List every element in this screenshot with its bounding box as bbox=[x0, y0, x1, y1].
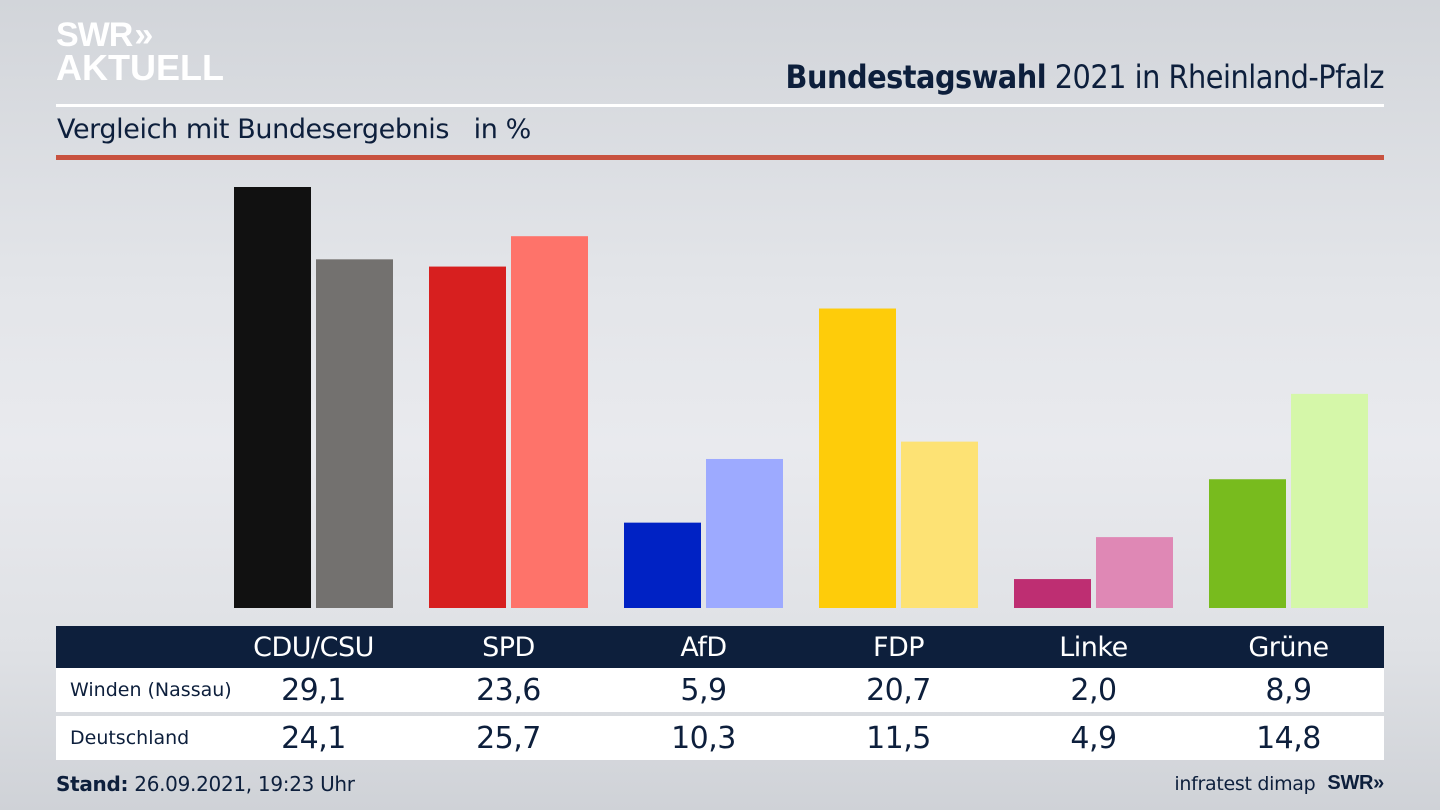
source-credit: infratest dimap SWR» bbox=[1174, 772, 1384, 795]
table-header: CDU/CSU SPD AfD FDP Linke Grüne bbox=[56, 626, 1384, 668]
bar-spd-deutschland bbox=[511, 236, 588, 608]
swr-aktuell-logo: SWR» AKTUELL bbox=[56, 18, 224, 86]
chart-title: Bundestagswahl 2021 in Rheinland-Pfalz bbox=[785, 58, 1385, 96]
column-header: AfD bbox=[680, 631, 727, 663]
chart-subtitle: Vergleich mit Bundesergebnis in % bbox=[57, 114, 531, 145]
bar-afd-deutschland bbox=[706, 458, 783, 608]
bar-grüne-deutschland bbox=[1291, 393, 1368, 608]
stand-value: 26.09.2021, 19:23 Uhr bbox=[128, 772, 355, 796]
data-label: 4,9 bbox=[1070, 720, 1117, 756]
data-label: 14,8 bbox=[1256, 720, 1321, 756]
title-divider bbox=[56, 104, 1384, 107]
data-label: 8,9 bbox=[1265, 672, 1312, 708]
bar-cdu-csu-winden bbox=[234, 187, 311, 608]
bar-spd-winden bbox=[429, 266, 506, 608]
data-label: 23,6 bbox=[476, 672, 541, 708]
bar-fdp-deutschland bbox=[901, 441, 978, 608]
column-header: SPD bbox=[482, 631, 535, 663]
bar-fdp-winden bbox=[819, 308, 896, 608]
table-row: Deutschland 24,1 25,7 10,3 11,5 4,9 14,8 bbox=[56, 716, 1384, 760]
data-label: 20,7 bbox=[866, 672, 931, 708]
chart-title-bold: Bundestagswahl bbox=[785, 58, 1047, 96]
chart-title-rest: 2021 in Rheinland-Pfalz bbox=[1046, 58, 1385, 96]
bar-linke-winden bbox=[1014, 579, 1091, 608]
bar-afd-winden bbox=[624, 522, 701, 608]
data-label: 24,1 bbox=[281, 720, 346, 756]
data-label: 10,3 bbox=[671, 720, 736, 756]
bar-cdu-csu-deutschland bbox=[316, 259, 393, 608]
data-label: 25,7 bbox=[476, 720, 541, 756]
row-label: Winden (Nassau) bbox=[70, 679, 232, 701]
results-table: CDU/CSU SPD AfD FDP Linke Grüne Winden (Nassa… bbox=[56, 626, 1384, 760]
data-label: 29,1 bbox=[281, 672, 346, 708]
stand-label: Stand: bbox=[56, 772, 129, 796]
swr-logo-small: SWR» bbox=[1327, 772, 1384, 794]
row-label: Deutschland bbox=[70, 727, 190, 749]
data-label: 2,0 bbox=[1070, 672, 1117, 708]
column-header: Linke bbox=[1059, 631, 1128, 663]
source-name: infratest dimap bbox=[1174, 772, 1316, 795]
timestamp: Stand: 26.09.2021, 19:23 Uhr bbox=[56, 772, 355, 796]
subtitle-divider bbox=[56, 155, 1384, 160]
column-header: Grüne bbox=[1248, 631, 1329, 663]
data-label: 11,5 bbox=[866, 720, 931, 756]
logo-aktuell: AKTUELL bbox=[56, 47, 224, 88]
data-label: 5,9 bbox=[680, 672, 727, 708]
table-row: Winden (Nassau) 29,1 23,6 5,9 20,7 2,0 8,9 bbox=[56, 668, 1384, 712]
logo-swr: SWR bbox=[56, 16, 133, 54]
bar-linke-deutschland bbox=[1096, 537, 1173, 608]
column-header: CDU/CSU bbox=[253, 631, 374, 663]
bar-grüne-winden bbox=[1209, 479, 1286, 608]
column-header: FDP bbox=[872, 631, 925, 663]
